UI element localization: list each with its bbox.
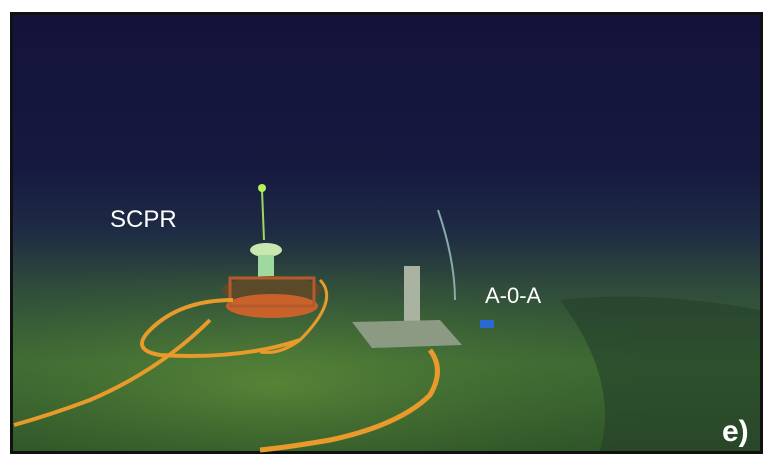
label-a0a: A-0-A — [485, 283, 542, 308]
label-scpr: SCPR — [110, 206, 177, 233]
page: SCPR A-0-A e) (() => { const data = JSON… — [0, 0, 769, 462]
panel-label: e) — [722, 415, 749, 448]
photo: SCPR A-0-A e) — [0, 0, 769, 462]
